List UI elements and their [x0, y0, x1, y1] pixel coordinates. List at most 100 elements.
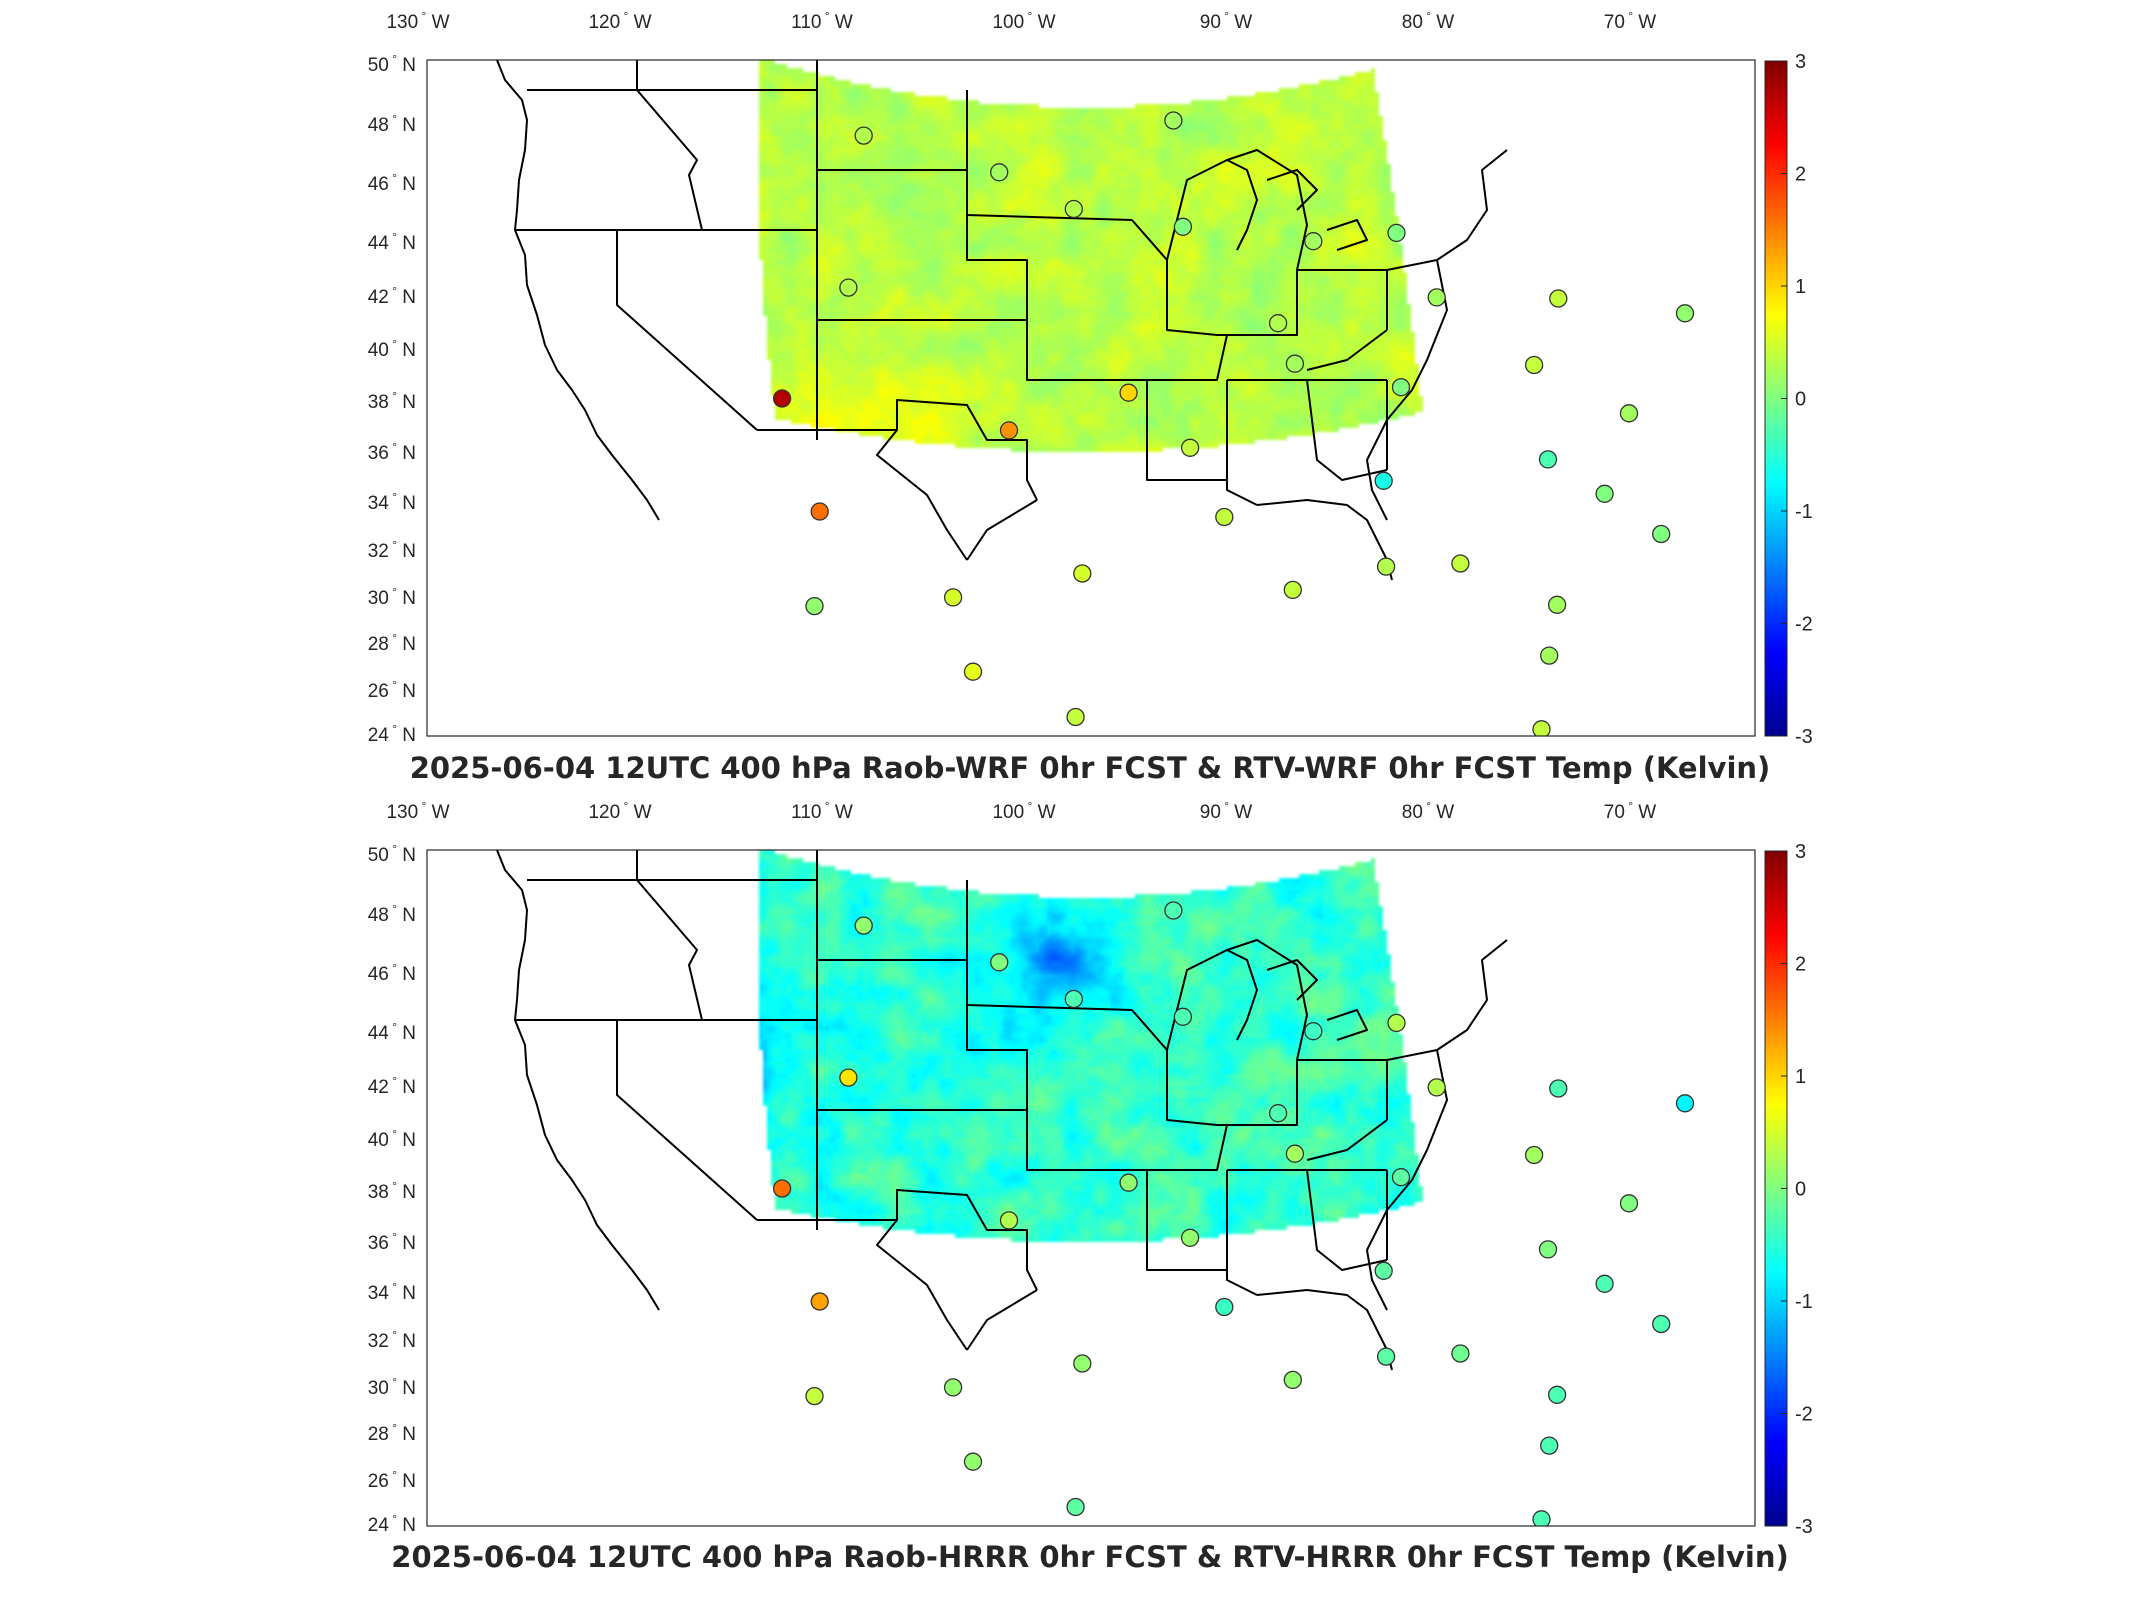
lon-label: 120 ° W [588, 799, 651, 823]
station-marker [1180, 438, 1200, 457]
boundary-line [1386, 149, 1508, 271]
station-marker [1549, 289, 1568, 308]
colorbar: 3 2 1 0 -1 -2 -3 [1764, 51, 1813, 748]
lat-label: 34 ° N [368, 490, 416, 514]
colorbar-tick-label: 1 [1795, 276, 1806, 298]
lat-label: 24 ° N [368, 1512, 416, 1536]
temperature-difference-field [427, 850, 1755, 1526]
boundary-line [616, 230, 758, 431]
lon-label: 130 ° W [386, 9, 449, 33]
lon-label: 110 ° W [791, 9, 853, 33]
boundary-line [1306, 1169, 1388, 1271]
boundary-line [1166, 939, 1308, 1061]
lon-label: 70 ° W [1604, 799, 1657, 823]
station-marker [1675, 1094, 1695, 1113]
station-marker [1376, 1347, 1396, 1366]
colorbar-ticks: 3 2 1 0 -1 -2 -3 [1781, 841, 1813, 1538]
station-marker [990, 163, 1009, 182]
boundary-line [1386, 939, 1508, 1061]
lat-label: 40 ° N [368, 337, 416, 361]
station-marker [1538, 1240, 1558, 1259]
station-marker [1064, 989, 1083, 1009]
lon-label: 80 ° W [1402, 799, 1455, 823]
lon-label: 70 ° W [1604, 9, 1657, 33]
lat-labels-left: 50 ° N 48 ° N 46 ° N 44 ° N 42 ° N 40 ° N 38 °… [368, 842, 416, 1536]
boundary-line [1306, 329, 1388, 371]
station-marker [1451, 554, 1470, 573]
lat-label: 48 ° N [368, 112, 416, 136]
station-marker [1619, 1194, 1639, 1213]
map-frame [426, 849, 1756, 1527]
boundary-line [702, 169, 967, 231]
station-marker [1532, 1510, 1551, 1526]
lon-label: 100 ° W [992, 799, 1055, 823]
boundary-line [1326, 219, 1368, 251]
boundary-line [876, 429, 968, 561]
station-marker [1547, 1385, 1567, 1404]
station-markers [772, 901, 1695, 1526]
station-marker [963, 662, 983, 681]
station-marker [1066, 1497, 1085, 1517]
station-marker [1652, 1314, 1671, 1334]
colorbar-tick-label: -3 [1795, 726, 1813, 748]
station-marker [839, 1068, 858, 1087]
boundary-line [616, 1020, 758, 1221]
colorbar-tick-label: -2 [1795, 1404, 1813, 1426]
boundary-line [816, 230, 1027, 321]
colorbar-tick-label: 2 [1795, 954, 1806, 976]
station-marker [1524, 355, 1544, 375]
station-marker [1304, 232, 1323, 251]
station-marker [999, 421, 1019, 440]
lat-label: 32 ° N [368, 538, 416, 562]
lat-label: 48 ° N [368, 902, 416, 926]
colorbar-tick-label: -1 [1795, 1291, 1813, 1313]
boundary-line [1366, 259, 1448, 521]
lat-label: 50 ° N [368, 52, 416, 76]
lat-label: 34 ° N [368, 1280, 416, 1304]
station-marker [1538, 450, 1558, 469]
panel-title: 2025-06-04 12UTC 400 hPa Raob-HRRR 0hr F… [391, 1540, 1788, 1574]
boundary-line [1146, 1170, 1227, 1271]
boundary-line [1166, 149, 1308, 271]
lat-label: 38 ° N [368, 389, 416, 413]
lon-labels-top: 130 ° W 120 ° W 110 ° W 100 ° W 90 ° W 80 ° W… [386, 9, 1656, 33]
station-marker [1675, 304, 1695, 323]
boundary-line [1217, 270, 1298, 336]
colorbar-tick-label: 3 [1795, 51, 1806, 73]
boundary-line [636, 879, 703, 1021]
lat-label: 50 ° N [368, 842, 416, 866]
boundary-line [636, 89, 703, 231]
station-marker [1524, 1145, 1544, 1165]
boundary-line [1026, 1110, 1147, 1171]
station-marker [1164, 111, 1183, 130]
boundary-line [966, 215, 1028, 320]
station-marker [1391, 378, 1411, 397]
station-marker [1268, 314, 1288, 333]
lat-label: 24 ° N [368, 722, 416, 746]
station-marker [1387, 1013, 1406, 1033]
station-marker [1540, 646, 1559, 665]
station-marker [1073, 564, 1092, 583]
station-marker [1066, 707, 1085, 727]
boundary-line [1147, 1124, 1228, 1171]
boundary-line [496, 850, 660, 1311]
station-marker [1215, 507, 1234, 527]
boundary-line [816, 1020, 1027, 1111]
lon-label: 130 ° W [386, 799, 449, 823]
state-boundaries [496, 60, 1508, 581]
boundary-line [1266, 959, 1318, 1001]
station-marker [1595, 484, 1614, 503]
boundary-line [1306, 379, 1388, 481]
map-axes [427, 850, 1755, 1526]
station-marker [1547, 595, 1567, 614]
station-marker [1285, 354, 1305, 373]
colorbar: 3 2 1 0 -1 -2 -3 [1764, 841, 1813, 1538]
station-marker [810, 502, 829, 521]
station-marker [854, 916, 873, 935]
station-marker [1180, 1228, 1200, 1247]
station-marker [1119, 1173, 1138, 1192]
lat-label: 46 ° N [368, 961, 416, 985]
boundary-line [496, 60, 660, 521]
station-marker [1073, 1354, 1092, 1373]
boundary-line [1326, 1009, 1368, 1041]
